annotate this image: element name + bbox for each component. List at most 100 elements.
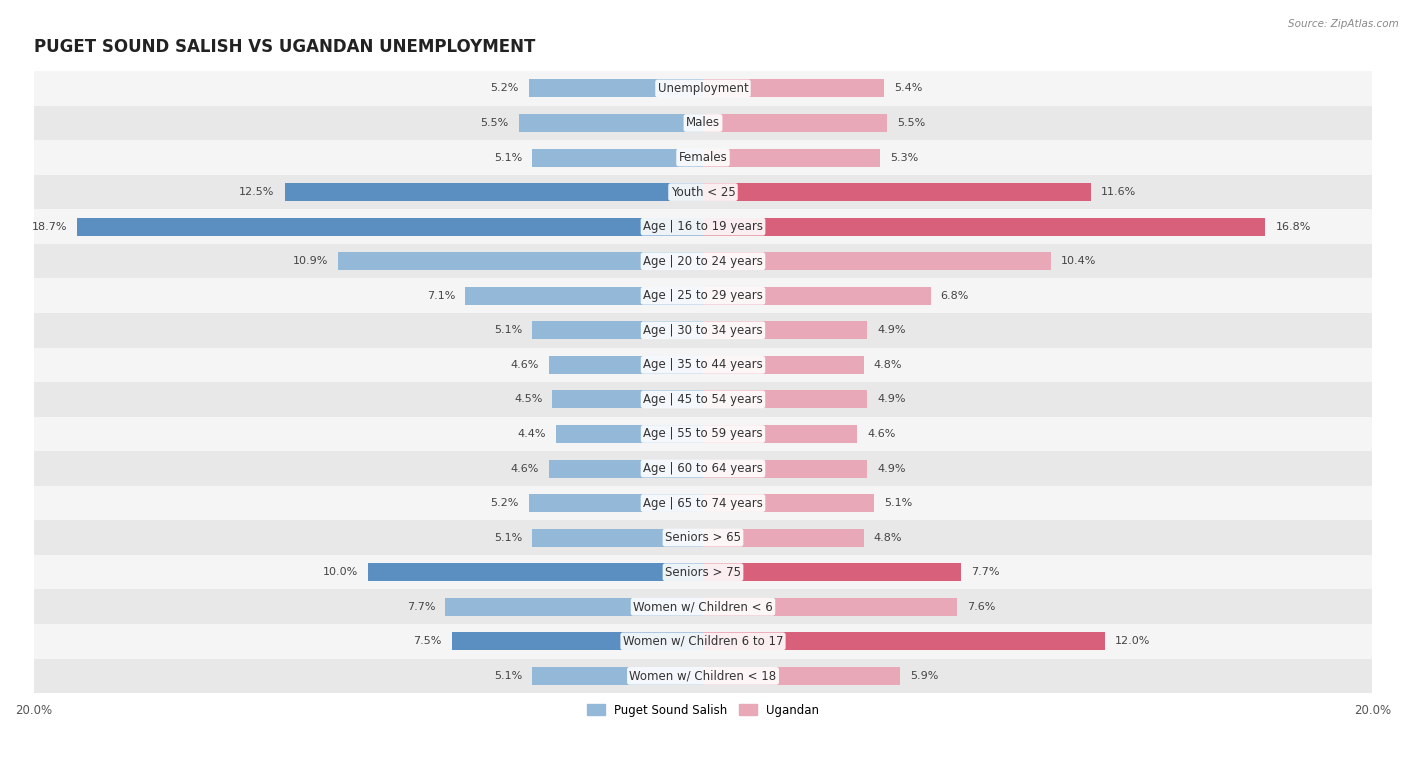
Text: 5.5%: 5.5% [481, 118, 509, 128]
Bar [533, 667, 703, 685]
Text: 7.1%: 7.1% [427, 291, 456, 301]
Text: Age | 30 to 34 years: Age | 30 to 34 years [643, 324, 763, 337]
Legend: Puget Sound Salish, Ugandan: Puget Sound Salish, Ugandan [582, 699, 824, 721]
Bar [34, 244, 1372, 279]
Bar [529, 494, 703, 512]
Text: 4.9%: 4.9% [877, 394, 905, 404]
Bar [703, 114, 887, 132]
Text: 4.8%: 4.8% [873, 360, 903, 370]
Bar [34, 175, 1372, 210]
Bar [34, 313, 1372, 347]
Text: Age | 65 to 74 years: Age | 65 to 74 years [643, 497, 763, 509]
Text: 18.7%: 18.7% [31, 222, 67, 232]
Text: 5.2%: 5.2% [491, 498, 519, 508]
Bar [703, 667, 900, 685]
Text: Age | 25 to 29 years: Age | 25 to 29 years [643, 289, 763, 302]
Bar [703, 148, 880, 167]
Text: 10.4%: 10.4% [1062, 256, 1097, 266]
Bar [703, 425, 858, 443]
Bar [703, 598, 957, 615]
Bar [34, 555, 1372, 590]
Text: Women w/ Children < 6: Women w/ Children < 6 [633, 600, 773, 613]
Text: 7.6%: 7.6% [967, 602, 995, 612]
Bar [548, 356, 703, 374]
Text: Age | 60 to 64 years: Age | 60 to 64 years [643, 462, 763, 475]
Text: 5.1%: 5.1% [884, 498, 912, 508]
Text: 4.6%: 4.6% [868, 429, 896, 439]
Bar [703, 563, 960, 581]
Text: 5.5%: 5.5% [897, 118, 925, 128]
Text: 4.6%: 4.6% [510, 360, 538, 370]
Bar [34, 106, 1372, 140]
Text: 5.1%: 5.1% [494, 671, 522, 681]
Text: 7.7%: 7.7% [406, 602, 436, 612]
Bar [703, 459, 868, 478]
Text: 4.9%: 4.9% [877, 463, 905, 474]
Bar [34, 520, 1372, 555]
Bar [533, 528, 703, 547]
Text: Unemployment: Unemployment [658, 82, 748, 95]
Bar [34, 451, 1372, 486]
Text: Women w/ Children 6 to 17: Women w/ Children 6 to 17 [623, 635, 783, 648]
Bar [703, 287, 931, 305]
Bar [703, 391, 868, 409]
Bar [548, 459, 703, 478]
Bar [703, 321, 868, 339]
Text: 4.6%: 4.6% [510, 463, 538, 474]
Bar [703, 632, 1105, 650]
Bar [34, 590, 1372, 624]
Text: 4.5%: 4.5% [515, 394, 543, 404]
Text: 16.8%: 16.8% [1275, 222, 1310, 232]
Bar [703, 252, 1052, 270]
Text: 6.8%: 6.8% [941, 291, 969, 301]
Text: Age | 16 to 19 years: Age | 16 to 19 years [643, 220, 763, 233]
Bar [703, 494, 873, 512]
Bar [34, 416, 1372, 451]
Bar [533, 148, 703, 167]
Bar [77, 218, 703, 235]
Bar [34, 140, 1372, 175]
Text: 12.0%: 12.0% [1115, 637, 1150, 646]
Text: 7.7%: 7.7% [970, 567, 1000, 577]
Text: 4.4%: 4.4% [517, 429, 546, 439]
Text: Age | 45 to 54 years: Age | 45 to 54 years [643, 393, 763, 406]
Bar [529, 79, 703, 98]
Bar [34, 382, 1372, 416]
Text: Youth < 25: Youth < 25 [671, 185, 735, 198]
Text: 5.9%: 5.9% [911, 671, 939, 681]
Bar [703, 79, 884, 98]
Text: 12.5%: 12.5% [239, 187, 274, 197]
Text: 5.2%: 5.2% [491, 83, 519, 93]
Bar [533, 321, 703, 339]
Text: Women w/ Children < 18: Women w/ Children < 18 [630, 669, 776, 682]
Bar [339, 252, 703, 270]
Text: 10.0%: 10.0% [323, 567, 359, 577]
Text: 5.4%: 5.4% [894, 83, 922, 93]
Text: Females: Females [679, 151, 727, 164]
Bar [703, 183, 1091, 201]
Text: 5.3%: 5.3% [890, 153, 918, 163]
Text: Males: Males [686, 117, 720, 129]
Bar [34, 279, 1372, 313]
Bar [34, 210, 1372, 244]
Bar [446, 598, 703, 615]
Bar [465, 287, 703, 305]
Text: 5.1%: 5.1% [494, 153, 522, 163]
Text: 7.5%: 7.5% [413, 637, 441, 646]
Text: Source: ZipAtlas.com: Source: ZipAtlas.com [1288, 19, 1399, 29]
Bar [703, 356, 863, 374]
Bar [368, 563, 703, 581]
Text: 5.1%: 5.1% [494, 533, 522, 543]
Text: Age | 55 to 59 years: Age | 55 to 59 years [643, 428, 763, 441]
Bar [451, 632, 703, 650]
Text: Seniors > 75: Seniors > 75 [665, 565, 741, 578]
Text: 11.6%: 11.6% [1101, 187, 1136, 197]
Text: Age | 20 to 24 years: Age | 20 to 24 years [643, 254, 763, 268]
Text: 4.9%: 4.9% [877, 326, 905, 335]
Bar [555, 425, 703, 443]
Bar [34, 71, 1372, 106]
Bar [703, 528, 863, 547]
Bar [553, 391, 703, 409]
Bar [34, 486, 1372, 520]
Bar [519, 114, 703, 132]
